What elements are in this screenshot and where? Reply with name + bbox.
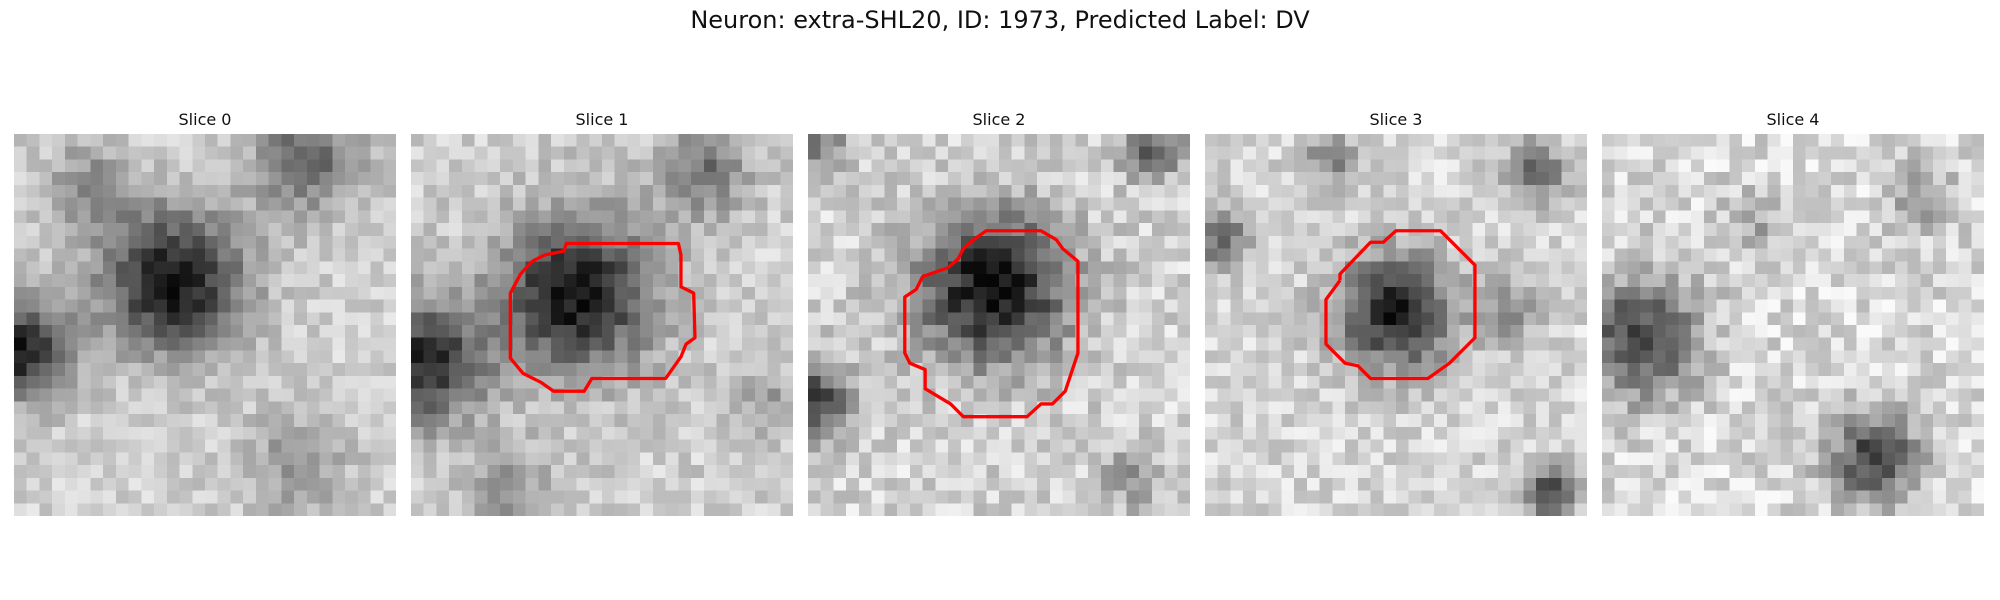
slice-image-4 [1602,134,1984,516]
slice-panel-2: Slice 2 [808,110,1190,520]
figure-title: Neuron: extra-SHL20, ID: 1973, Predicted… [690,6,1310,34]
slice-title-4: Slice 4 [1766,110,1820,129]
slice-image-3 [1205,134,1587,516]
slice-image-0 [14,134,396,516]
slice-panel-3: Slice 3 [1205,110,1587,520]
slice-title-1: Slice 1 [575,110,629,129]
slice-title-3: Slice 3 [1369,110,1423,129]
roi-contour [1324,229,1477,381]
slice-image-1 [411,134,793,516]
slice-image-2 [808,134,1190,516]
slice-panel-0: Slice 0 [14,110,396,520]
slice-panel-1: Slice 1 [411,110,793,520]
roi-contour [508,241,697,393]
slice-title-0: Slice 0 [178,110,232,129]
slice-title-2: Slice 2 [972,110,1026,129]
roi-contour [903,229,1080,419]
slice-panel-4: Slice 4 [1602,110,1984,520]
